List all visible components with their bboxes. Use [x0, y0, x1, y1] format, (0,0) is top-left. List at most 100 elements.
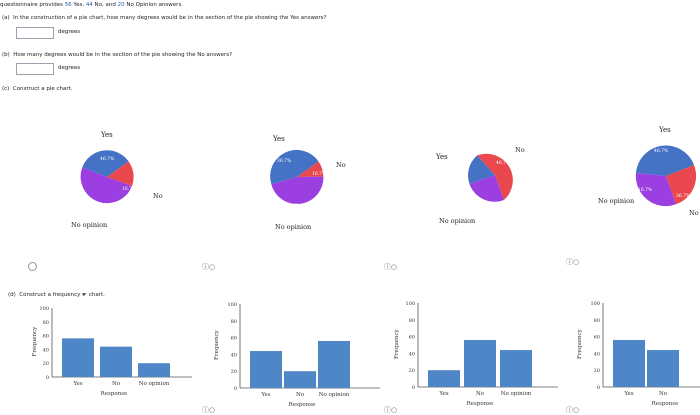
pie2-slice-yes [270, 149, 319, 185]
pie4-slice-yes [636, 145, 694, 176]
answer-b-input[interactable] [16, 63, 54, 75]
y-tick-label: 20 [594, 368, 600, 374]
x-axis-label: Response [289, 402, 316, 408]
y-tick-label: 80 [594, 318, 600, 324]
y-tick-label: 60 [594, 335, 600, 341]
x-tick-label: Yes [260, 392, 270, 398]
x-tick-label: No opinion [319, 392, 350, 398]
yes-count: 56 [64, 2, 72, 8]
y-tick-label: 0 [46, 375, 49, 381]
pie1-pct-yes: 46.7% [100, 156, 115, 162]
pie-option-1-radio[interactable] [28, 262, 37, 271]
bar-no [647, 350, 679, 387]
pie2-slice-no-opinion [271, 176, 324, 205]
y-tick-label: 60 [231, 336, 237, 342]
pie3-slice-no-opinion [469, 175, 504, 202]
y-tick-label: 0 [234, 386, 237, 392]
x-tick-label: No [296, 392, 305, 398]
y-tick-label: 0 [412, 385, 415, 391]
pie4-label-yes: Yes [658, 126, 671, 134]
x-tick-label: No [112, 381, 121, 387]
y-tick-label: 60 [43, 334, 49, 340]
bar-yes [250, 351, 282, 388]
pie4-label-no: No [689, 209, 699, 217]
pie1-slice-yes [82, 150, 129, 177]
pie4-label-no-opinion: No opinion [598, 197, 634, 205]
pie-chart-1[interactable]: Yes 46.7% 16.7% 36.7% No No opinion [50, 125, 180, 235]
bar-chart-2[interactable]: 100 80 60 40 20 0 Frequency Yes No No opinionResp… [210, 296, 390, 415]
x-tick-label: No [659, 391, 668, 397]
info-icon[interactable]: ⓘ○ [566, 406, 580, 414]
pie2-label-no: No [336, 161, 346, 169]
y-axis-label: Frequency [32, 326, 38, 357]
pie3-pct-no-opinion: 36.7% [467, 199, 482, 205]
part-a-question: (a) In the construction of a pie chart, … [2, 15, 327, 21]
y-tick-label: 20 [409, 368, 415, 374]
y-axis-label: Frequency [394, 328, 400, 359]
y-tick-label: 100 [405, 301, 415, 307]
pie4-slice-no-opinion [635, 173, 676, 207]
pie3-pct-yes: 16.7% [452, 163, 467, 169]
pie1-label-no: No [153, 192, 163, 200]
part-b-question: (b) How many degrees would be in the sec… [2, 52, 233, 58]
answer-a-input[interactable] [16, 27, 54, 39]
pie-chart-4[interactable]: Yes 46.7% 36.7% 16.7% No opinion No [596, 120, 700, 225]
info-icon[interactable]: ⓘ○ [202, 406, 216, 414]
pie1-label-no-opinion: No opinion [71, 221, 107, 229]
y-tick-label: 40 [409, 351, 415, 357]
bar-yes [62, 338, 94, 377]
x-axis-label: Response [652, 401, 679, 407]
y-tick-label: 100 [39, 306, 49, 312]
part-c-question: (c) Construct a pie chart. [2, 86, 73, 92]
info-icon[interactable]: ⓘ○ [384, 406, 398, 414]
pie2-pct-no: 16.7% [312, 171, 327, 177]
pie3-label-yes: Yes [435, 153, 448, 161]
bar-chart-4[interactable]: 100 80 60 40 20 0 Frequency Yes No Response [573, 295, 700, 415]
pie2-pct-yes: 36.7% [277, 158, 292, 164]
bar-no [464, 339, 496, 387]
y-tick-label: 0 [597, 385, 600, 391]
y-tick-label: 40 [594, 351, 600, 357]
pie4-slice-no [666, 165, 697, 205]
pie-chart-3[interactable]: Yes 16.7% 46.7% 36.7% No No opinion [425, 133, 545, 233]
info-icon[interactable]: ⓘ○ [384, 263, 398, 271]
y-tick-label: 40 [43, 347, 49, 353]
pie2-label-yes: Yes [272, 135, 285, 143]
info-icon[interactable]: ⓘ○ [202, 263, 216, 271]
pie2-pct-no-opinion: 46.7% [287, 203, 302, 209]
y-tick-label: 20 [43, 361, 49, 367]
pie3-slice-yes [468, 155, 495, 184]
bar-chart-1[interactable]: 100 80 60 40 20 0 Frequency Yes No No opinion Resp… [28, 300, 208, 415]
x-tick-label: No opinion [501, 391, 532, 397]
pie3-label-no: No [515, 146, 525, 154]
no-opinion-count: 20 [117, 2, 125, 8]
y-tick-label: 20 [231, 369, 237, 375]
pie-chart-2[interactable]: Yes 36.7% 16.7% 46.7% No No opinion [247, 128, 367, 233]
y-tick-label: 80 [231, 319, 237, 325]
bar-no-opinion [318, 340, 350, 388]
bar-yes [428, 370, 460, 387]
info-icon[interactable]: ⓘ○ [566, 258, 580, 266]
x-tick-label: No opinion [139, 381, 170, 387]
bar-yes [613, 339, 645, 387]
pie2-label-no-opinion: No opinion [275, 223, 311, 231]
pie1-pct-no: 16.7% [122, 186, 137, 192]
no-count: 44 [85, 2, 93, 8]
pie3-slice-no [477, 153, 513, 200]
bar-no [100, 346, 132, 377]
pie2-slice-no [297, 161, 324, 177]
bar-no-opinion [500, 350, 532, 387]
pie3-label-no-opinion: No opinion [439, 217, 475, 225]
pie3-pct-no: 46.7% [496, 160, 511, 166]
y-tick-label: 100 [227, 302, 237, 308]
bar-chart-3[interactable]: 100 80 60 40 20 0 Frequency Yes No No opinion Resp… [390, 295, 570, 415]
pie1-slice-no-opinion [80, 167, 132, 204]
x-tick-label: No [476, 391, 485, 397]
x-axis-label: Response [101, 391, 128, 397]
y-tick-label: 60 [409, 335, 415, 341]
pie1-label-yes: Yes [100, 131, 113, 139]
pie1-pct-no-opinion: 36.7% [92, 203, 107, 209]
bar-no [284, 371, 316, 388]
pie4-pct-no: 36.7% [676, 193, 691, 199]
y-tick-label: 80 [409, 318, 415, 324]
